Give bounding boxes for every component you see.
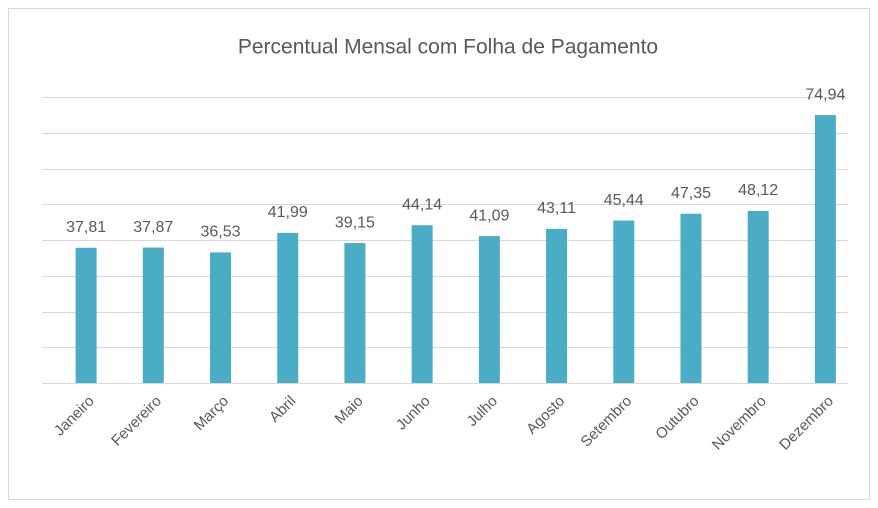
bar	[478, 236, 500, 383]
bar	[546, 228, 568, 383]
bar	[142, 247, 164, 383]
data-label: 36,53	[200, 224, 240, 241]
bar	[747, 210, 769, 383]
bar	[613, 220, 635, 383]
bar	[75, 247, 97, 383]
data-label: 45,44	[604, 192, 644, 209]
bar	[411, 225, 433, 383]
data-label: 37,81	[66, 219, 106, 236]
chart-title: Percentual Mensal com Folha de Pagamento	[238, 36, 658, 59]
bar	[680, 213, 702, 383]
data-label: 47,35	[671, 185, 711, 202]
data-label: 41,09	[469, 207, 509, 224]
bar	[814, 115, 836, 383]
data-label: 39,15	[335, 214, 375, 231]
data-label: 48,12	[738, 182, 778, 199]
data-label: 43,11	[537, 200, 576, 217]
data-label: 74,94	[805, 86, 845, 103]
bar	[344, 243, 366, 383]
data-label: 37,87	[133, 219, 173, 236]
bar	[277, 232, 299, 383]
data-label: 41,99	[268, 204, 308, 221]
bar	[210, 252, 232, 383]
data-label: 44,14	[402, 196, 442, 213]
